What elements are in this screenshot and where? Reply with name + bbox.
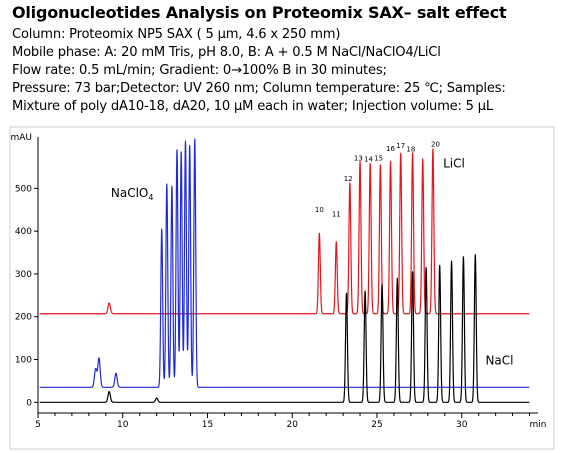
info-line-column: Column: Proteomix NP5 SAX ( 5 µm, 4.6 x … xyxy=(12,27,341,42)
figure-title: Oligonucleotides Analysis on Proteomix S… xyxy=(12,3,507,22)
chart-traces xyxy=(39,138,530,403)
trace-licl xyxy=(39,148,530,315)
peak-label: 12 xyxy=(344,175,353,183)
y-tick-label: 0 xyxy=(26,398,32,408)
x-tick-label: 15 xyxy=(202,420,213,430)
peak-label: 16 xyxy=(386,145,395,153)
peak-label: 11 xyxy=(332,210,341,218)
chart-axes: 0 100 200 300 400 500 5 10 15 20 25 30 min mAU xyxy=(10,133,546,430)
series-annotation: NaClO4 xyxy=(111,186,154,202)
x-tick-label: 10 xyxy=(117,420,129,430)
y-tick-label: 300 xyxy=(15,270,32,280)
y-axis-label: mAU xyxy=(10,133,32,143)
peak-label: 13 xyxy=(354,155,363,163)
y-tick-label: 500 xyxy=(15,184,32,194)
series-annotation: LiCl xyxy=(443,156,465,170)
peak-label: 17 xyxy=(396,142,405,150)
trace-naclo4 xyxy=(39,138,530,388)
y-tick-label: 400 xyxy=(15,227,32,237)
x-tick-label: 5 xyxy=(35,420,41,430)
info-line-mobile-phase: Mobile phase: A: 20 mM Tris, pH 8.0, B: … xyxy=(12,45,441,60)
info-line-samples: Mixture of poly dA10-18, dA20, 10 µM eac… xyxy=(12,99,494,114)
peak-label: 15 xyxy=(374,155,383,163)
trace-nacl xyxy=(39,254,530,403)
x-axis-label: min xyxy=(530,420,547,430)
x-tick-label: 30 xyxy=(456,420,468,430)
peak-label: 10 xyxy=(315,206,324,214)
peak-label: 14 xyxy=(364,156,373,164)
peak-label: 18 xyxy=(406,145,415,153)
info-line-pressure: Pressure: 73 bar;Detector: UV 260 nm; Co… xyxy=(12,81,506,96)
x-tick-label: 20 xyxy=(287,420,299,430)
chart-frame xyxy=(9,126,555,450)
info-line-flow-rate: Flow rate: 0.5 mL/min; Gradient: 0→100% … xyxy=(12,63,387,78)
x-tick-label: 25 xyxy=(371,420,382,430)
y-tick-label: 100 xyxy=(15,356,32,366)
series-annotation: NaCl xyxy=(485,354,513,368)
y-tick-label: 200 xyxy=(15,313,32,323)
peak-label: 20 xyxy=(431,141,440,149)
